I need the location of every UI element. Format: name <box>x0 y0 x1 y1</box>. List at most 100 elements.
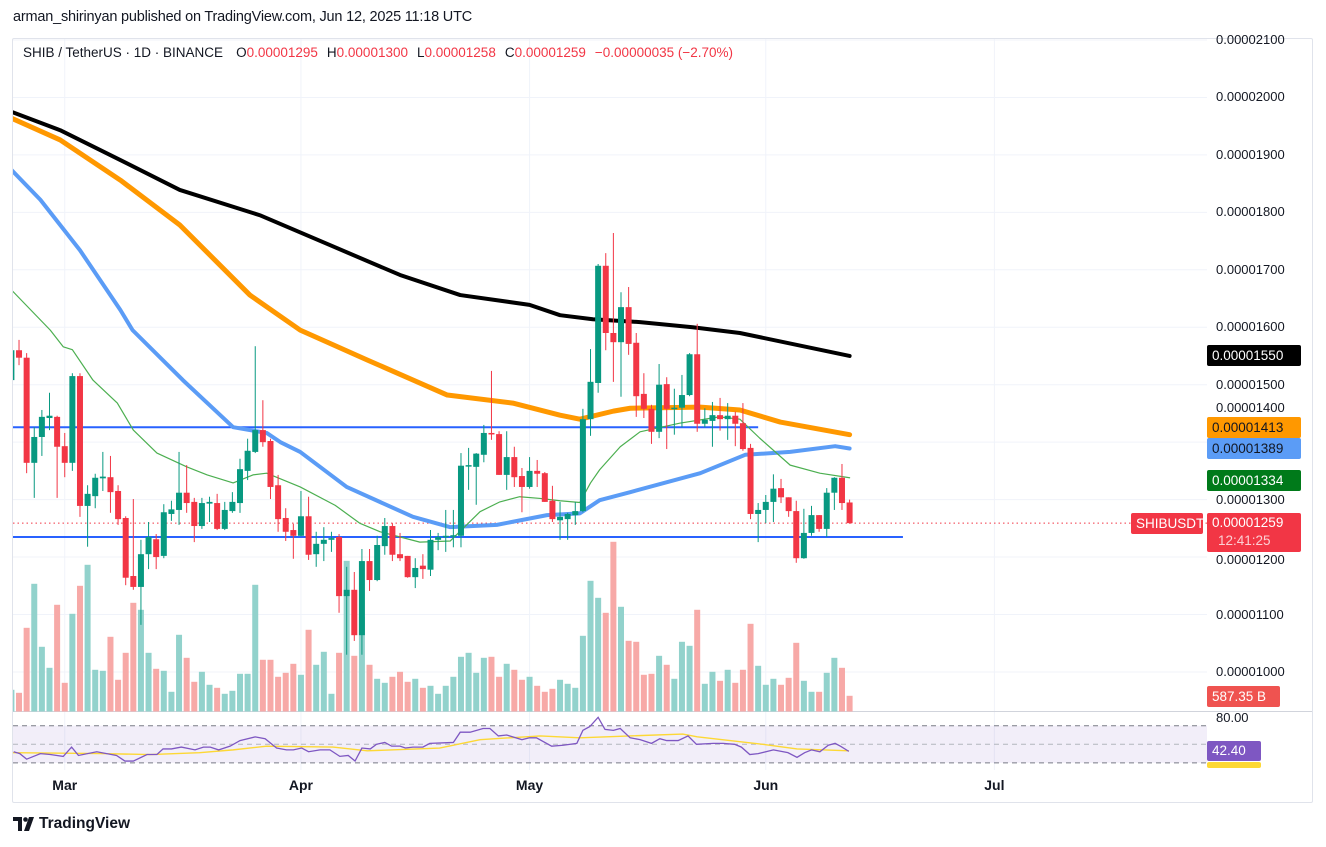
volume-bar <box>838 667 845 712</box>
candle-body <box>191 501 198 527</box>
candle <box>46 392 53 431</box>
candle-body <box>297 516 304 536</box>
candle <box>297 490 304 537</box>
candle <box>465 447 472 490</box>
candle <box>84 485 91 547</box>
candle <box>503 431 510 490</box>
candle-body <box>397 554 404 559</box>
candle-body <box>244 450 251 471</box>
candle <box>252 346 259 454</box>
candle-body <box>831 477 838 493</box>
candle <box>633 332 640 417</box>
candle <box>671 388 678 435</box>
candle <box>557 501 564 540</box>
candle <box>709 401 716 447</box>
change-value: −0.00000035 (−2.70%) <box>594 45 734 60</box>
volume-bar <box>297 674 304 712</box>
volume-bar <box>694 609 701 712</box>
volume-bar <box>564 683 571 712</box>
volume-bar <box>678 641 685 712</box>
volume-bar <box>496 676 503 712</box>
candle-body <box>511 457 518 478</box>
candle-body <box>16 350 23 358</box>
volume-bar <box>778 684 785 712</box>
candles <box>13 233 853 655</box>
candle <box>183 465 190 513</box>
candle-body <box>572 511 579 516</box>
volume-bar <box>252 584 259 712</box>
candle-body <box>648 408 655 432</box>
candle-body <box>404 555 411 578</box>
moving-averages <box>13 110 853 543</box>
symbol-title[interactable]: SHIB / TetherUS · 1D · BINANCE <box>23 45 224 60</box>
candle-body <box>328 538 335 540</box>
candle <box>488 370 495 440</box>
candle-body <box>762 501 769 510</box>
rsi-ma-line <box>13 733 849 756</box>
candle-body <box>473 453 480 467</box>
volume-bar <box>229 690 236 712</box>
candle-body <box>320 539 327 544</box>
candle-body <box>747 447 754 514</box>
horizontal-lines[interactable] <box>11 426 1207 538</box>
candle <box>358 549 365 655</box>
volume-bar <box>145 652 152 712</box>
candle <box>602 253 609 351</box>
candle <box>137 539 144 625</box>
time-axis-label: May <box>515 777 544 793</box>
time-axis-label: Mar <box>52 777 78 793</box>
candle-body <box>282 517 289 532</box>
volume-bar <box>549 688 556 712</box>
volume-bar <box>717 680 724 712</box>
candle-body <box>800 532 807 559</box>
volume-bar <box>84 564 91 712</box>
candle <box>564 512 571 540</box>
low-label: L <box>416 45 425 60</box>
volume-bar <box>54 604 61 712</box>
candle <box>282 508 289 541</box>
rsi-value-tag: 42.40 <box>1207 741 1261 761</box>
candle <box>846 499 853 524</box>
candle-body <box>793 511 800 559</box>
ma-green-line <box>13 290 851 543</box>
volume-bar <box>137 609 144 712</box>
volume-bar <box>465 652 472 712</box>
volume-bar <box>793 642 800 712</box>
candle-body <box>107 477 114 493</box>
volume-bar <box>511 669 518 712</box>
candle <box>153 534 160 570</box>
price-tick-label: 0.00001300 <box>1216 491 1285 507</box>
candle <box>838 463 845 510</box>
volume-bar <box>221 693 228 712</box>
candle-body <box>724 415 731 420</box>
grid <box>13 39 1312 770</box>
candle-body <box>419 565 426 570</box>
candle <box>694 323 701 432</box>
candle <box>76 373 83 517</box>
candle <box>107 455 114 513</box>
candle-body <box>587 381 594 420</box>
volume-bar <box>358 616 365 712</box>
candle-body <box>343 589 350 597</box>
candle <box>595 264 602 393</box>
candle-body <box>488 432 495 435</box>
candle-body <box>229 501 236 512</box>
candle-body <box>823 492 830 529</box>
candle-body <box>290 530 297 536</box>
candle-body <box>778 488 785 498</box>
candle <box>442 509 449 552</box>
candle-body <box>526 470 533 487</box>
candle <box>785 497 792 517</box>
chart-frame <box>12 38 1313 803</box>
price-tick-label: 0.00001500 <box>1216 376 1285 392</box>
tradingview-logo[interactable]: TradingView <box>13 815 130 833</box>
candle <box>808 505 815 536</box>
volume-bar <box>526 676 533 712</box>
candle <box>374 535 381 582</box>
volume-bar <box>808 691 815 712</box>
candle-body <box>618 307 624 343</box>
volume-bar <box>122 652 129 712</box>
volume-bar <box>214 687 221 712</box>
candle-body <box>305 516 312 555</box>
